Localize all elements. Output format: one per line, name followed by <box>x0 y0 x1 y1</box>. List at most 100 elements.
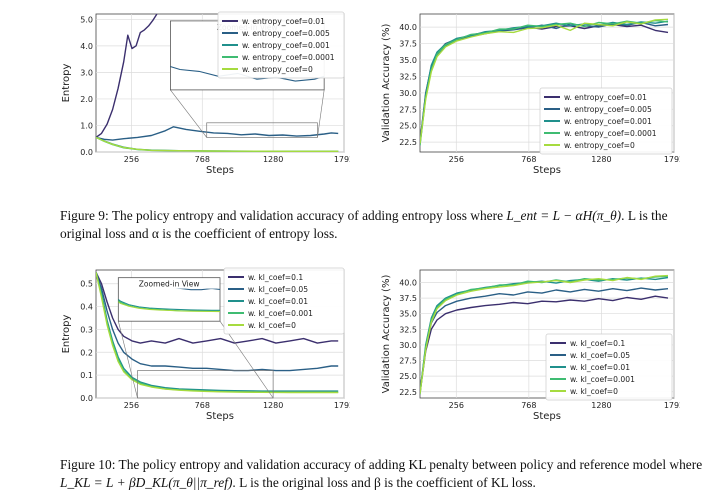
y-tick-label: 37.5 <box>399 40 417 49</box>
legend-label: w. entropy_coef=0.0001 <box>564 129 657 138</box>
y-tick-label: 4.0 <box>80 42 93 51</box>
y-tick-label: 32.5 <box>399 72 417 81</box>
x-tick-label: 256 <box>449 401 464 410</box>
y-tick-label: 0.2 <box>80 348 93 357</box>
series-line <box>420 274 669 394</box>
y-axis-label: Validation Accuracy (%) <box>381 24 392 143</box>
zoom-series-line <box>170 66 325 82</box>
legend-label: w. kl_coef=0 <box>570 387 618 396</box>
x-tick-label: 1280 <box>591 401 611 410</box>
y-tick-label: 30.0 <box>399 341 417 350</box>
zoom-series-group <box>118 288 220 313</box>
figure-9-caption: Figure 9: The policy entropy and validat… <box>60 207 712 243</box>
y-tick-label: 37.5 <box>399 294 417 303</box>
caption-text: . L is the original loss and α is the co… <box>60 208 668 241</box>
legend-label: w. entropy_coef=0.005 <box>242 29 330 38</box>
y-tick-label: 35.0 <box>399 310 417 319</box>
legend-box <box>545 333 673 401</box>
y-tick-label: 22.5 <box>399 138 417 147</box>
series-group <box>96 271 339 394</box>
x-tick-label: 768 <box>195 155 210 164</box>
y-tick-label: 40.0 <box>399 23 417 32</box>
legend-label: w. kl_coef=0.001 <box>570 375 635 384</box>
legend-label: w. entropy_coef=0.005 <box>564 105 652 114</box>
y-tick-label: 22.5 <box>399 388 417 397</box>
x-axis-label: Steps <box>206 411 234 422</box>
legend-box <box>223 267 345 335</box>
zoom-inset-box <box>117 277 221 322</box>
x-tick-label: 256 <box>124 155 139 164</box>
zoom-source-box <box>137 370 274 399</box>
zoom-series-group <box>170 66 325 82</box>
y-tick-label: 27.5 <box>399 105 417 114</box>
series-line <box>96 272 339 372</box>
legend-label: w. entropy_coef=0.01 <box>564 93 647 102</box>
legend-label: w. kl_coef=0 <box>248 321 296 330</box>
legend-label: w. kl_coef=0.1 <box>570 339 625 348</box>
zoom-connector <box>118 321 138 399</box>
y-tick-label: 25.0 <box>399 372 417 381</box>
y-tick-label: 0.0 <box>80 148 93 157</box>
y-tick-label: 2.0 <box>80 95 93 104</box>
y-tick-label: 35.0 <box>399 56 417 65</box>
y-tick-label: 30.0 <box>399 89 417 98</box>
y-tick-label: 27.5 <box>399 357 417 366</box>
x-tick-label: 256 <box>124 401 139 410</box>
series-line <box>96 136 339 152</box>
y-tick-label: 25.0 <box>399 122 417 131</box>
legend-box <box>217 11 345 79</box>
y-tick-label: 0.5 <box>80 280 93 289</box>
x-tick-label: 1280 <box>263 401 283 410</box>
caption-text: The policy entropy and validation accura… <box>118 457 703 472</box>
legend-label: w. kl_coef=0.1 <box>248 273 303 282</box>
x-tick-label: 768 <box>521 401 536 410</box>
x-axis-label: Steps <box>533 165 561 176</box>
caption-text: . L is the original loss and β is the co… <box>232 475 536 490</box>
series-line <box>96 271 339 344</box>
series-line <box>420 19 669 146</box>
legend-label: w. entropy_coef=0.01 <box>242 17 325 26</box>
zoom-connector <box>317 89 325 138</box>
legend-label: w. kl_coef=0.05 <box>570 351 630 360</box>
y-tick-label: 32.5 <box>399 325 417 334</box>
legend-label: w. entropy_coef=0.001 <box>564 117 652 126</box>
y-tick-label: 0.4 <box>80 303 93 312</box>
x-tick-label: 1280 <box>263 155 283 164</box>
series-line <box>420 287 669 392</box>
series-group <box>96 14 339 152</box>
x-tick-label: 256 <box>449 155 464 164</box>
series-group <box>420 18 669 146</box>
x-tick-label: 768 <box>521 155 536 164</box>
legend-label: w. entropy_coef=0.001 <box>242 41 330 50</box>
zoom-source-box <box>206 122 318 138</box>
zoom-connector <box>170 89 207 138</box>
zoom-series-line <box>118 301 220 313</box>
series-line <box>420 295 669 394</box>
caption-label: Figure 9: <box>60 208 109 223</box>
zoom-series-line <box>118 298 220 311</box>
x-axis-label: Steps <box>206 165 234 176</box>
y-tick-label: 5.0 <box>80 15 93 24</box>
y-tick-label: 0.3 <box>80 325 93 334</box>
y-axis-label: Validation Accuracy (%) <box>381 275 392 394</box>
y-tick-label: 3.0 <box>80 68 93 77</box>
caption-formula: L_KL = L + βD_KL(π_θ||π_ref) <box>60 475 233 490</box>
y-tick-label: 0.1 <box>80 371 93 380</box>
legend-label: w. entropy_coef=0 <box>242 65 313 74</box>
legend-label: w. kl_coef=0.01 <box>570 363 630 372</box>
legend-label: w. kl_coef=0.01 <box>248 297 308 306</box>
legend-box <box>539 87 673 155</box>
legend-label: w. entropy_coef=0 <box>564 141 635 150</box>
zoom-inset-label: Zoomed-in View <box>139 280 200 289</box>
caption-text: The policy entropy and validation accura… <box>111 208 507 223</box>
y-axis-label: Entropy <box>61 63 72 102</box>
x-tick-label: 768 <box>195 401 210 410</box>
series-line <box>96 272 339 394</box>
legend-label: w. kl_coef=0.001 <box>248 309 313 318</box>
